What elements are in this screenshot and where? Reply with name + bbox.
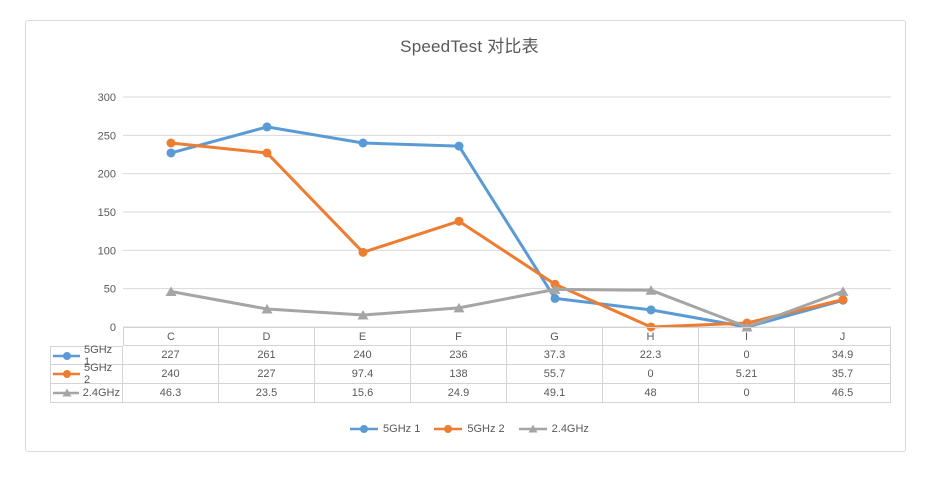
data-point-marker xyxy=(741,322,753,332)
data-point-marker xyxy=(166,148,176,158)
y-axis-tick-label: 300 xyxy=(98,92,116,104)
value-cell: 240 xyxy=(315,346,411,365)
value-cell: 24.9 xyxy=(411,384,507,403)
series-name: 5GHz 1 xyxy=(84,343,113,368)
legend-item: 5GHz 1 xyxy=(350,423,420,435)
category-header: H xyxy=(603,327,699,346)
legend-label: 5GHz 2 xyxy=(467,423,505,435)
series-row-label: 5GHz 1 xyxy=(50,343,123,368)
data-point-marker xyxy=(262,122,272,132)
data-table: C D E F G H I J 5GHz 1 227 261 240 236 37.3 22.3 0 34.9 5… xyxy=(50,327,891,403)
category-header: D xyxy=(219,327,315,346)
value-cell: 55.7 xyxy=(507,365,603,384)
series-line xyxy=(169,287,845,329)
value-cell: 46.5 xyxy=(795,384,891,403)
legend-item: 5GHz 2 xyxy=(434,423,505,435)
value-cell: 35.7 xyxy=(795,365,891,384)
value-cell: 236 xyxy=(411,346,507,365)
value-cell: 0 xyxy=(699,346,795,365)
value-cell: 227 xyxy=(123,346,219,365)
data-point-marker xyxy=(838,295,848,305)
category-header: J xyxy=(795,327,891,346)
category-header: G xyxy=(507,327,603,346)
value-cell: 48 xyxy=(603,384,699,403)
data-point-marker xyxy=(453,302,465,313)
y-axis-tick-label: 200 xyxy=(98,169,116,181)
category-header: C xyxy=(123,327,219,346)
legend-item: 2.4GHz xyxy=(518,423,589,435)
data-point-marker xyxy=(357,310,369,320)
circle-legend-key-icon xyxy=(350,425,379,433)
value-cell: 22.3 xyxy=(603,346,699,365)
value-cell: 240 xyxy=(123,365,219,384)
triangle-legend-key-icon xyxy=(518,424,547,433)
triangle-legend-key-icon xyxy=(53,388,79,397)
category-header: E xyxy=(315,327,411,346)
chart-area-border xyxy=(25,20,906,452)
data-point-marker xyxy=(837,286,849,296)
series-line xyxy=(169,141,845,329)
value-cell: 15.6 xyxy=(315,384,411,403)
data-point-marker xyxy=(645,285,657,295)
data-point-marker xyxy=(358,138,368,148)
value-cell: 138 xyxy=(411,365,507,384)
data-point-marker xyxy=(549,284,561,294)
y-axis-tick-label: 150 xyxy=(98,207,116,219)
value-cell: 5.21 xyxy=(699,365,795,384)
y-axis-tick-label: 0 xyxy=(110,322,116,334)
circle-legend-key-icon xyxy=(53,370,81,378)
series-name: 2.4GHz xyxy=(82,387,120,399)
value-cell: 23.5 xyxy=(219,384,315,403)
legend: 5GHz 1 5GHz 2 2.4GHz xyxy=(0,423,939,435)
value-cell: 49.1 xyxy=(507,384,603,403)
value-cell: 46.3 xyxy=(123,384,219,403)
value-cell: 34.9 xyxy=(795,346,891,365)
data-point-marker xyxy=(262,148,272,158)
circle-legend-key-icon xyxy=(434,425,463,433)
data-point-marker xyxy=(454,216,464,226)
data-point-marker xyxy=(454,141,464,151)
value-cell: 97.4 xyxy=(315,365,411,384)
series-row-label: 5GHz 2 xyxy=(50,362,123,386)
chart-title: SpeedTest 对比表 xyxy=(400,37,539,56)
value-cell: 37.3 xyxy=(507,346,603,365)
y-axis-tick-label: 250 xyxy=(98,130,116,142)
data-point-marker xyxy=(550,279,560,289)
data-point-marker xyxy=(166,138,176,148)
circle-legend-key-icon xyxy=(53,351,81,360)
series-row-label: 2.4GHz xyxy=(50,384,123,403)
legend-label: 5GHz 1 xyxy=(383,423,421,435)
value-cell: 261 xyxy=(219,346,315,365)
value-cell: 227 xyxy=(219,365,315,384)
y-axis-tick-label: 50 xyxy=(104,284,116,296)
legend-label: 2.4GHz xyxy=(551,423,589,435)
data-point-marker xyxy=(261,303,273,314)
value-cell: 0 xyxy=(699,384,795,403)
y-axis-tick-label: 100 xyxy=(98,245,116,257)
category-header: F xyxy=(411,327,507,346)
data-point-marker xyxy=(646,305,656,315)
category-header: I xyxy=(699,327,795,346)
data-point-marker xyxy=(165,286,177,297)
data-point-marker xyxy=(358,247,368,257)
data-point-marker xyxy=(550,293,560,303)
value-cell: 0 xyxy=(603,365,699,384)
series-name: 5GHz 2 xyxy=(84,362,113,386)
